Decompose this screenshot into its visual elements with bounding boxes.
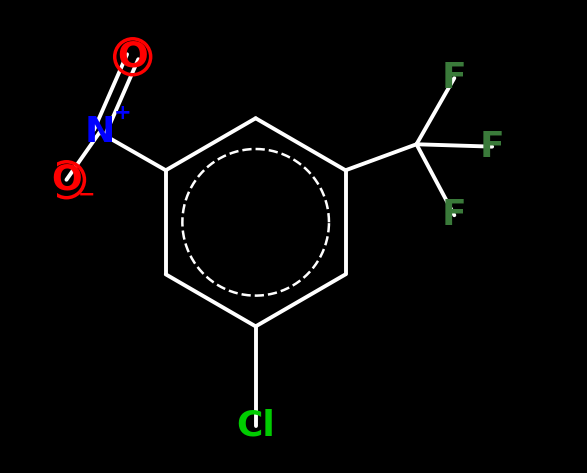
Text: N: N: [85, 115, 114, 149]
Text: O: O: [51, 163, 82, 197]
Text: F: F: [442, 61, 467, 95]
Text: F: F: [480, 130, 505, 164]
Text: +: +: [113, 103, 131, 123]
Text: O: O: [117, 40, 148, 74]
Text: F: F: [442, 198, 467, 232]
Text: Cl: Cl: [237, 409, 275, 443]
Text: −: −: [77, 185, 95, 205]
